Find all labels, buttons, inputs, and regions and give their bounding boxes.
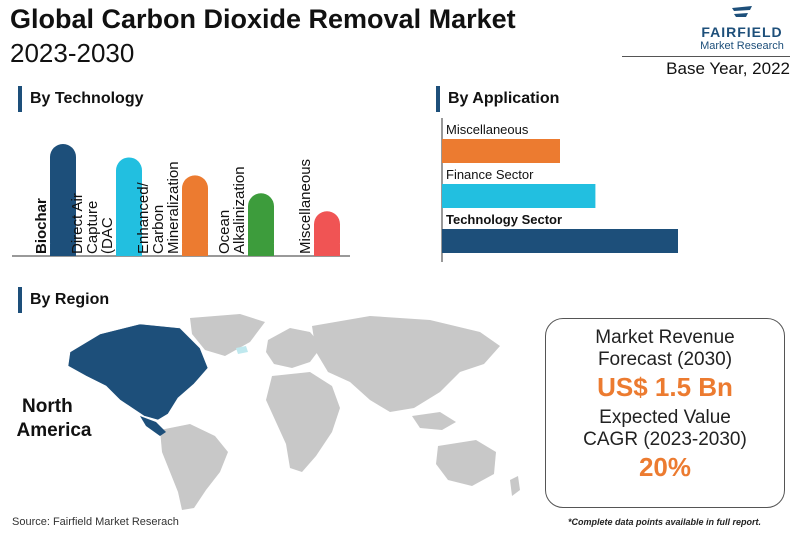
other-regions-shape: [160, 314, 520, 510]
app-label-1: Finance Sector: [446, 167, 534, 182]
tech-bar-1: [116, 157, 142, 256]
kpi-card: Market Revenue Forecast (2030) US$ 1.5 B…: [545, 318, 785, 508]
revenue-forecast-value: US$ 1.5 Bn: [597, 372, 733, 402]
technology-bar-chart: Biochar Direct AirCapture(DAC Enhanced/Car…: [12, 144, 350, 257]
europe-shape: [266, 328, 322, 368]
tech-bar-base-1: [116, 244, 142, 256]
base-year-label: Base Year, 2022: [622, 56, 790, 79]
tech-bar-base-0: [50, 244, 76, 256]
tech-label-3: OceanAlkalinization: [216, 166, 248, 254]
tech-bar-2: [182, 175, 208, 256]
tech-bar-base-2: [182, 244, 208, 256]
tech-bar-base-4: [314, 244, 340, 256]
australia-shape: [436, 440, 496, 486]
tech-label-0: Biochar: [33, 198, 50, 254]
asia-shape: [312, 316, 500, 412]
region-highlight-label: North America: [17, 396, 92, 441]
cagr-value: 20%: [638, 452, 692, 482]
page-title: Global Carbon Dioxide Removal Market: [10, 4, 516, 34]
app-label-0: Miscellaneous: [446, 122, 529, 137]
new-zealand-shape: [510, 476, 520, 496]
app-bar-1: [442, 184, 596, 208]
north-america-shape: [67, 323, 209, 421]
tech-bar-0: [50, 144, 76, 256]
tech-bar-base-3: [248, 244, 274, 256]
application-section-heading: By Application: [436, 86, 559, 112]
footnote: *Complete data points available in full …: [568, 517, 762, 527]
cagr-label: Expected Value CAGR (2023-2030): [583, 407, 747, 450]
app-bar-2: [442, 229, 678, 253]
app-bar-0: [442, 139, 560, 163]
tech-bar-3: [248, 193, 274, 256]
source-note: Source: Fairfield Market Reserach: [12, 516, 179, 528]
africa-shape: [266, 372, 340, 472]
iceland-shape: [236, 346, 248, 354]
revenue-forecast-label: Market Revenue Forecast (2030): [595, 327, 735, 370]
logo-brand-text: FAIRFIELD: [701, 24, 783, 40]
world-map: North America: [17, 314, 520, 510]
technology-section-heading: By Technology: [18, 86, 144, 112]
region-section-heading: By Region: [18, 287, 109, 313]
logo-mark-icon: [732, 6, 752, 17]
central-america-shape: [140, 416, 166, 436]
brand-logo: FAIRFIELD Market Research: [694, 4, 790, 56]
southeast-asia-shape: [412, 412, 456, 430]
greenland-shape: [190, 314, 265, 356]
tech-label-1: Direct AirCapture(DAC: [69, 193, 116, 254]
application-bar-chart: Miscellaneous Finance Sector Technology Se…: [441, 118, 678, 262]
app-label-2: Technology Sector: [446, 212, 562, 227]
logo-sub-text: Market Research: [700, 40, 784, 52]
south-america-shape: [160, 424, 228, 510]
page-subtitle: 2023-2030: [10, 38, 135, 68]
tech-label-2: Enhanced/CarbonMineralization: [135, 161, 182, 254]
tech-label-4: Miscellaneous: [297, 159, 314, 254]
